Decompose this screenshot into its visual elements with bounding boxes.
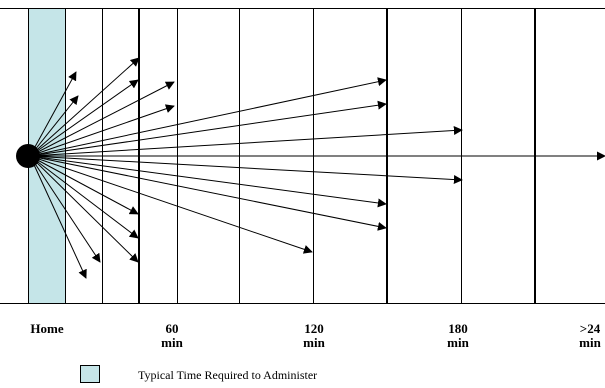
axis-label-value: 60 [165, 321, 179, 336]
axis-label-unit: min [161, 334, 183, 350]
arrow [29, 155, 463, 185]
arrow [29, 57, 140, 157]
arrow [29, 155, 139, 215]
arrow [29, 155, 139, 239]
arrow [29, 155, 387, 231]
arrow [29, 100, 387, 157]
axis-label-over-240: >24 min [568, 322, 605, 349]
arrow [29, 155, 313, 254]
arrow [29, 155, 139, 263]
arrow [29, 155, 101, 263]
arrow-group [29, 57, 605, 279]
legend-swatch [80, 365, 100, 383]
arrow [29, 81, 175, 157]
axis-label-value: 120 [304, 321, 324, 336]
arrow [29, 155, 87, 279]
axis-label-120: 120 min [292, 322, 336, 349]
axis-label-value: 180 [448, 321, 468, 336]
axis-label-unit: min [579, 334, 601, 350]
axis-label-home-text: Home [30, 321, 64, 336]
axis-label-180: 180 min [436, 322, 480, 349]
legend-label: Typical Time Required to Administer [138, 368, 318, 382]
axis-label-60: 60 min [150, 322, 194, 349]
arrow [29, 71, 77, 157]
axis-label-unit: min [303, 334, 325, 350]
arrow [29, 79, 139, 157]
arrow [29, 155, 387, 208]
arrow [29, 104, 175, 157]
arrow [29, 125, 463, 157]
home-origin-dot [16, 144, 40, 168]
arrow [29, 95, 79, 157]
arrow [29, 77, 387, 157]
axis-label-home: Home [24, 322, 70, 336]
axis-label-unit: min [447, 334, 469, 350]
axis-label-value: >24 [579, 321, 601, 336]
